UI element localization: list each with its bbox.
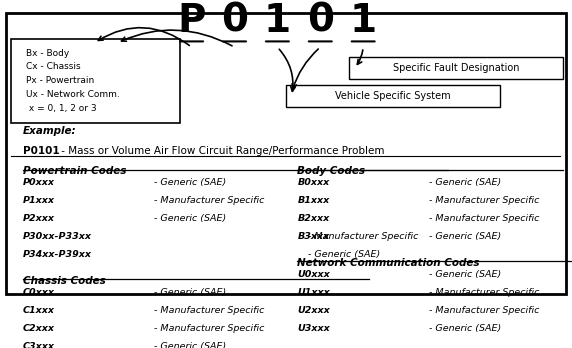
Text: - Manufacturer Specific: - Manufacturer Specific xyxy=(426,196,539,205)
Text: - Generic (SAE): - Generic (SAE) xyxy=(426,270,501,279)
Text: P1xxx: P1xxx xyxy=(23,196,55,205)
Text: C3xxx: C3xxx xyxy=(23,342,55,348)
Text: U3xxx: U3xxx xyxy=(297,324,330,333)
Text: Vehicle Specific System: Vehicle Specific System xyxy=(335,91,451,101)
Text: 0: 0 xyxy=(307,2,334,40)
Text: - Manufacturer Specific: - Manufacturer Specific xyxy=(426,306,539,315)
Text: B1xxx: B1xxx xyxy=(297,196,329,205)
Text: U2xxx: U2xxx xyxy=(297,306,330,315)
Text: - Mass or Volume Air Flow Circuit Range/Performance Problem: - Mass or Volume Air Flow Circuit Range/… xyxy=(58,146,385,156)
Text: - Generic (SAE): - Generic (SAE) xyxy=(426,178,501,187)
Text: - Manufacturer Specific: - Manufacturer Specific xyxy=(426,214,539,223)
Text: - Manufacturer Specific: - Manufacturer Specific xyxy=(151,306,265,315)
Text: Cx - Chassis: Cx - Chassis xyxy=(26,62,80,71)
Text: - Generic (SAE): - Generic (SAE) xyxy=(151,214,227,223)
Text: P0xxx: P0xxx xyxy=(23,178,55,187)
Text: B0xxx: B0xxx xyxy=(297,178,329,187)
Text: C0xxx: C0xxx xyxy=(23,288,55,297)
FancyBboxPatch shape xyxy=(286,85,500,106)
Text: Bx - Body: Bx - Body xyxy=(26,49,69,57)
Text: - Generic (SAE): - Generic (SAE) xyxy=(151,288,227,297)
Text: - Generic (SAE): - Generic (SAE) xyxy=(426,232,501,242)
Text: 1: 1 xyxy=(349,2,377,40)
Text: P2xxx: P2xxx xyxy=(23,214,55,223)
Text: Ux - Network Comm.: Ux - Network Comm. xyxy=(26,90,120,99)
Text: P: P xyxy=(177,2,206,40)
Text: Powertrain Codes: Powertrain Codes xyxy=(23,166,126,176)
Text: U0xxx: U0xxx xyxy=(297,270,330,279)
Text: - Generic (SAE): - Generic (SAE) xyxy=(305,251,380,260)
Text: x = 0, 1, 2 or 3: x = 0, 1, 2 or 3 xyxy=(26,104,96,113)
Text: P30xx-P33xx: P30xx-P33xx xyxy=(23,232,92,242)
Text: - Manufacturer Specific: - Manufacturer Specific xyxy=(151,324,265,333)
Text: 1: 1 xyxy=(264,2,291,40)
Text: U1xxx: U1xxx xyxy=(297,288,330,297)
Text: P0101: P0101 xyxy=(23,146,59,156)
Text: C1xxx: C1xxx xyxy=(23,306,55,315)
Text: 0: 0 xyxy=(221,2,248,40)
Text: - Generic (SAE): - Generic (SAE) xyxy=(151,342,227,348)
Text: C2xxx: C2xxx xyxy=(23,324,55,333)
Text: Body Codes: Body Codes xyxy=(297,166,366,176)
Text: Chassis Codes: Chassis Codes xyxy=(23,276,106,286)
Text: Network Communication Codes: Network Communication Codes xyxy=(297,258,480,268)
Text: - Generic (SAE): - Generic (SAE) xyxy=(426,324,501,333)
Text: - Manufacturer Specific: - Manufacturer Specific xyxy=(426,288,539,297)
Text: Example:: Example: xyxy=(23,126,77,136)
FancyBboxPatch shape xyxy=(11,39,180,123)
FancyBboxPatch shape xyxy=(6,13,566,294)
Text: Px - Powertrain: Px - Powertrain xyxy=(26,76,94,85)
FancyBboxPatch shape xyxy=(349,57,563,79)
Text: - Generic (SAE): - Generic (SAE) xyxy=(151,178,227,187)
Text: Specific Fault Designation: Specific Fault Designation xyxy=(393,63,519,73)
Text: - Manufacturer Specific: - Manufacturer Specific xyxy=(305,232,419,242)
Text: B3xxx: B3xxx xyxy=(297,232,329,242)
Text: P34xx-P39xx: P34xx-P39xx xyxy=(23,251,92,260)
Text: B2xxx: B2xxx xyxy=(297,214,329,223)
Text: - Manufacturer Specific: - Manufacturer Specific xyxy=(151,196,265,205)
